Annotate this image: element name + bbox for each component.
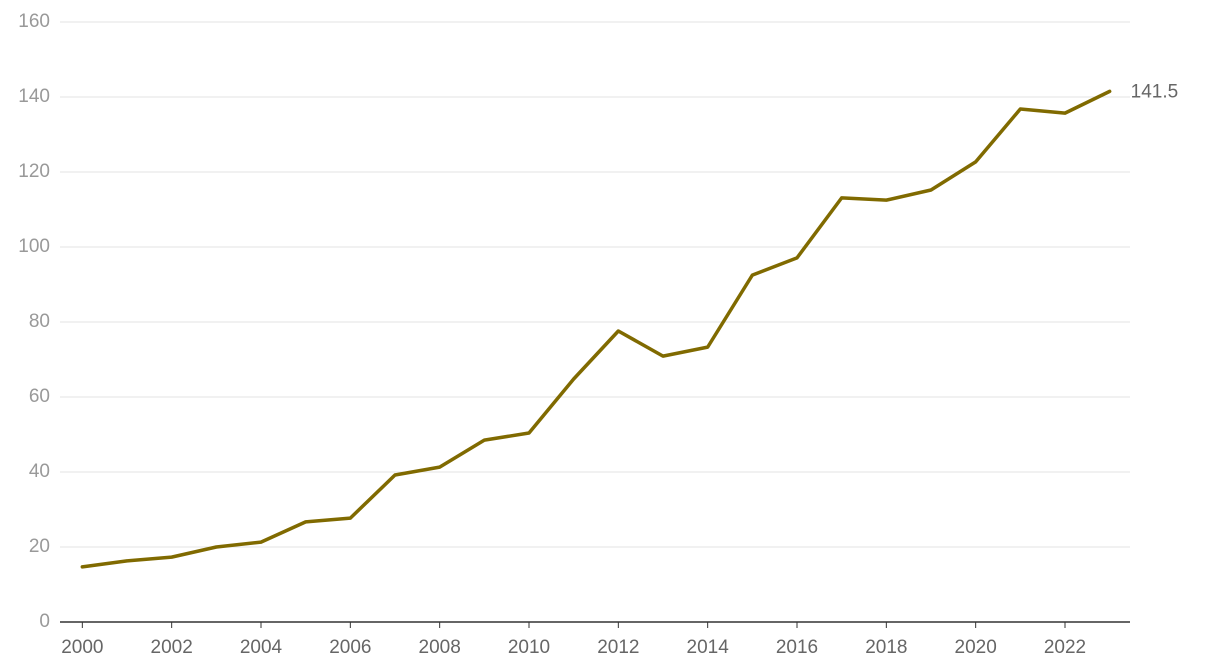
x-tick-label: 2018 <box>865 637 907 658</box>
x-tick-label: 2006 <box>329 637 371 658</box>
y-tick-label: 20 <box>29 536 50 557</box>
x-tick-label: 2022 <box>1044 637 1086 658</box>
y-tick-label: 60 <box>29 386 50 407</box>
x-tick-label: 2000 <box>61 637 103 658</box>
y-tick-label: 0 <box>39 611 50 632</box>
y-tick-label: 100 <box>18 236 50 257</box>
y-tick-label: 120 <box>18 161 50 182</box>
y-tick-label: 140 <box>18 86 50 107</box>
x-tick-label: 2020 <box>955 637 997 658</box>
x-tick-label: 2014 <box>687 637 730 658</box>
x-tick-label: 2016 <box>776 637 818 658</box>
end-label: 141.5 <box>1131 81 1179 102</box>
x-tick-label: 2004 <box>240 637 283 658</box>
x-tick-label: 2008 <box>419 637 461 658</box>
data-line <box>80 89 1112 569</box>
y-tick-label: 40 <box>29 461 50 482</box>
y-tick-label: 80 <box>29 311 50 332</box>
y-tick-label: 160 <box>18 11 50 32</box>
x-tick-label: 2012 <box>597 637 639 658</box>
x-tick-label: 2002 <box>151 637 193 658</box>
x-tick-label: 2010 <box>508 637 550 658</box>
